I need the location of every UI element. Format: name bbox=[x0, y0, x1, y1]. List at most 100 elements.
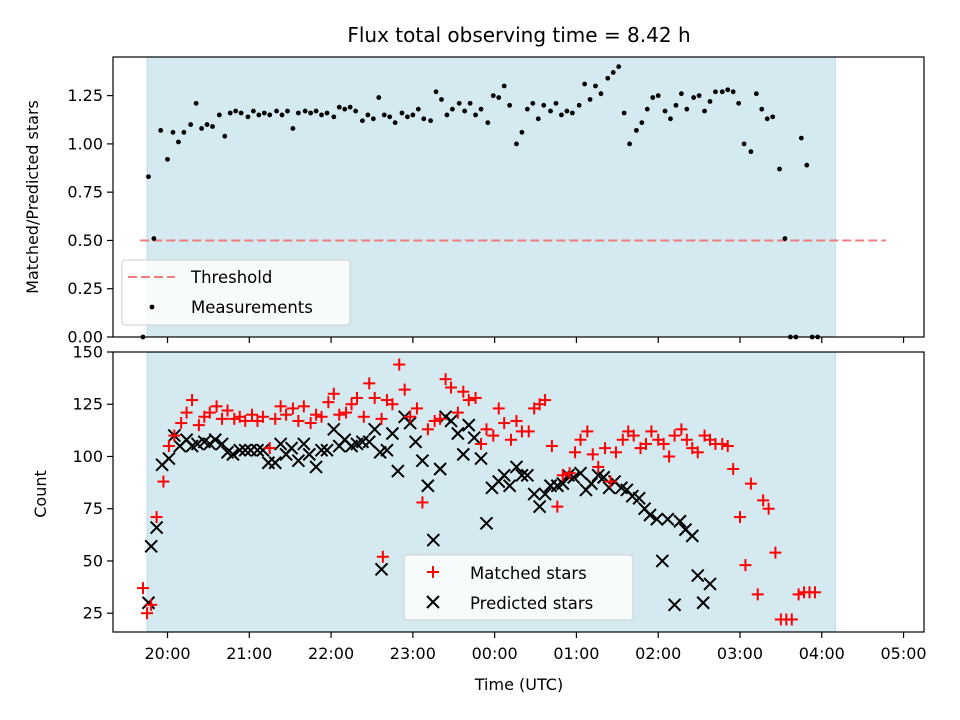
predicted-star-marker bbox=[691, 568, 705, 583]
bottom-plot-frame bbox=[112, 351, 925, 633]
measurement-point bbox=[485, 120, 491, 126]
predicted-star-marker bbox=[509, 460, 524, 474]
measurement-point bbox=[176, 139, 181, 145]
predicted-star-marker bbox=[403, 416, 417, 430]
matched-star-marker bbox=[469, 391, 482, 404]
predicted-star-marker bbox=[573, 466, 588, 480]
predicted-star-marker bbox=[297, 437, 311, 451]
measurement-point bbox=[748, 149, 754, 155]
predicted-star-marker bbox=[650, 512, 664, 526]
matched-star-marker bbox=[475, 437, 488, 450]
matched-star-marker bbox=[498, 417, 511, 430]
measurement-point bbox=[290, 126, 296, 131]
bottom-x-tick-label: 05:00 bbox=[880, 644, 926, 663]
predicted-star-marker bbox=[408, 435, 423, 449]
measurement-point bbox=[501, 83, 507, 89]
predicted-star-marker bbox=[415, 453, 430, 468]
matched-star-marker bbox=[246, 408, 259, 421]
measurement-point bbox=[730, 89, 736, 95]
measurement-point bbox=[753, 91, 759, 97]
matched-star-marker bbox=[368, 391, 381, 404]
top-legend: Threshold Measurements bbox=[121, 259, 351, 326]
predicted-star-marker bbox=[462, 418, 476, 432]
matched-star-marker bbox=[785, 613, 798, 626]
predicted-star-marker bbox=[520, 468, 535, 482]
bottom-legend-frame bbox=[403, 554, 634, 621]
predicted-star-marker bbox=[238, 443, 252, 457]
top-y-axis-label: Matched/Predicted stars bbox=[23, 100, 42, 294]
legend-predicted-swatch bbox=[426, 595, 440, 609]
measurement-point bbox=[713, 89, 718, 95]
predicted-star-marker bbox=[256, 443, 270, 457]
predicted-star-marker bbox=[444, 414, 458, 428]
predicted-star-marker bbox=[696, 596, 710, 610]
measurement-point bbox=[279, 112, 285, 118]
matched-star-marker bbox=[186, 394, 199, 407]
measurement-point bbox=[274, 108, 279, 114]
predicted-star-marker bbox=[421, 479, 435, 493]
predicted-star-marker bbox=[385, 426, 400, 441]
predicted-star-marker bbox=[374, 562, 389, 577]
measurement-point bbox=[524, 106, 530, 112]
matched-star-marker bbox=[539, 394, 552, 407]
predicted-star-marker bbox=[556, 476, 570, 491]
bottom-y-axis: 25 50 75 100 125 150 bbox=[72, 343, 113, 623]
matched-star-marker bbox=[203, 406, 216, 419]
bottom-x-tick-label: 22:00 bbox=[308, 644, 354, 663]
measurement-point bbox=[245, 114, 251, 120]
predicted-star-marker bbox=[426, 533, 441, 547]
matched-star-marker bbox=[141, 607, 154, 620]
measurement-point bbox=[576, 102, 582, 108]
matched-star-marker bbox=[286, 402, 299, 415]
measurement-point bbox=[151, 236, 157, 241]
predicted-star-marker bbox=[309, 460, 323, 474]
measurement-point bbox=[725, 87, 731, 93]
measurement-point bbox=[719, 89, 725, 95]
matched-star-marker bbox=[239, 414, 252, 427]
predicted-star-marker bbox=[527, 487, 541, 501]
predicted-star-marker bbox=[149, 520, 164, 535]
measurement-point bbox=[392, 120, 398, 126]
matched-star-marker bbox=[727, 463, 740, 476]
bottom-y-tick-label: 75 bbox=[83, 499, 103, 518]
matched-star-marker bbox=[551, 500, 564, 513]
bottom-y-tick-label: 100 bbox=[72, 447, 103, 466]
matched-star-marker bbox=[421, 423, 434, 436]
measurement-point bbox=[559, 112, 564, 118]
matched-star-marker bbox=[645, 425, 658, 438]
measurement-point bbox=[370, 116, 376, 122]
measurement-point bbox=[673, 102, 679, 108]
legend-measurements-label: Measurements bbox=[191, 298, 313, 317]
bottom-y-tick-label: 25 bbox=[83, 604, 103, 623]
measurement-point bbox=[627, 141, 632, 147]
matched-star-marker bbox=[744, 477, 757, 490]
bottom-x-tick-label: 04:00 bbox=[799, 644, 845, 663]
measurement-point bbox=[347, 104, 353, 110]
predicted-star-marker bbox=[685, 529, 699, 543]
measurement-point bbox=[456, 100, 462, 106]
matched-star-marker bbox=[357, 410, 370, 423]
matched-star-marker bbox=[350, 391, 363, 404]
top-y-axis: 0.00 0.25 0.50 0.75 1.00 1.25 bbox=[67, 86, 113, 347]
predicted-star-marker bbox=[162, 451, 176, 466]
measurement-point bbox=[582, 81, 588, 87]
matched-star-marker bbox=[428, 414, 441, 427]
matched-star-marker bbox=[462, 394, 475, 407]
measurement-point bbox=[381, 112, 387, 118]
predicted-star-marker bbox=[703, 577, 717, 591]
matched-star-marker bbox=[545, 440, 558, 453]
predicted-star-marker bbox=[474, 451, 488, 466]
matched-star-marker bbox=[304, 417, 317, 430]
matched-star-marker bbox=[762, 502, 775, 515]
measurement-point bbox=[782, 236, 788, 241]
legend-measurements-swatch bbox=[149, 304, 155, 310]
matched-star-marker bbox=[569, 446, 582, 459]
matched-star-marker bbox=[410, 402, 423, 415]
matched-star-marker bbox=[510, 414, 523, 427]
matched-star-marker bbox=[192, 419, 205, 432]
bottom-x-tick-label: 23:00 bbox=[390, 644, 436, 663]
chart-title: Flux total observing time = 8.42 h bbox=[347, 23, 690, 47]
measurement-point bbox=[428, 118, 433, 124]
matched-star-marker bbox=[180, 406, 193, 419]
bottom-y-tick-label: 125 bbox=[72, 395, 103, 414]
